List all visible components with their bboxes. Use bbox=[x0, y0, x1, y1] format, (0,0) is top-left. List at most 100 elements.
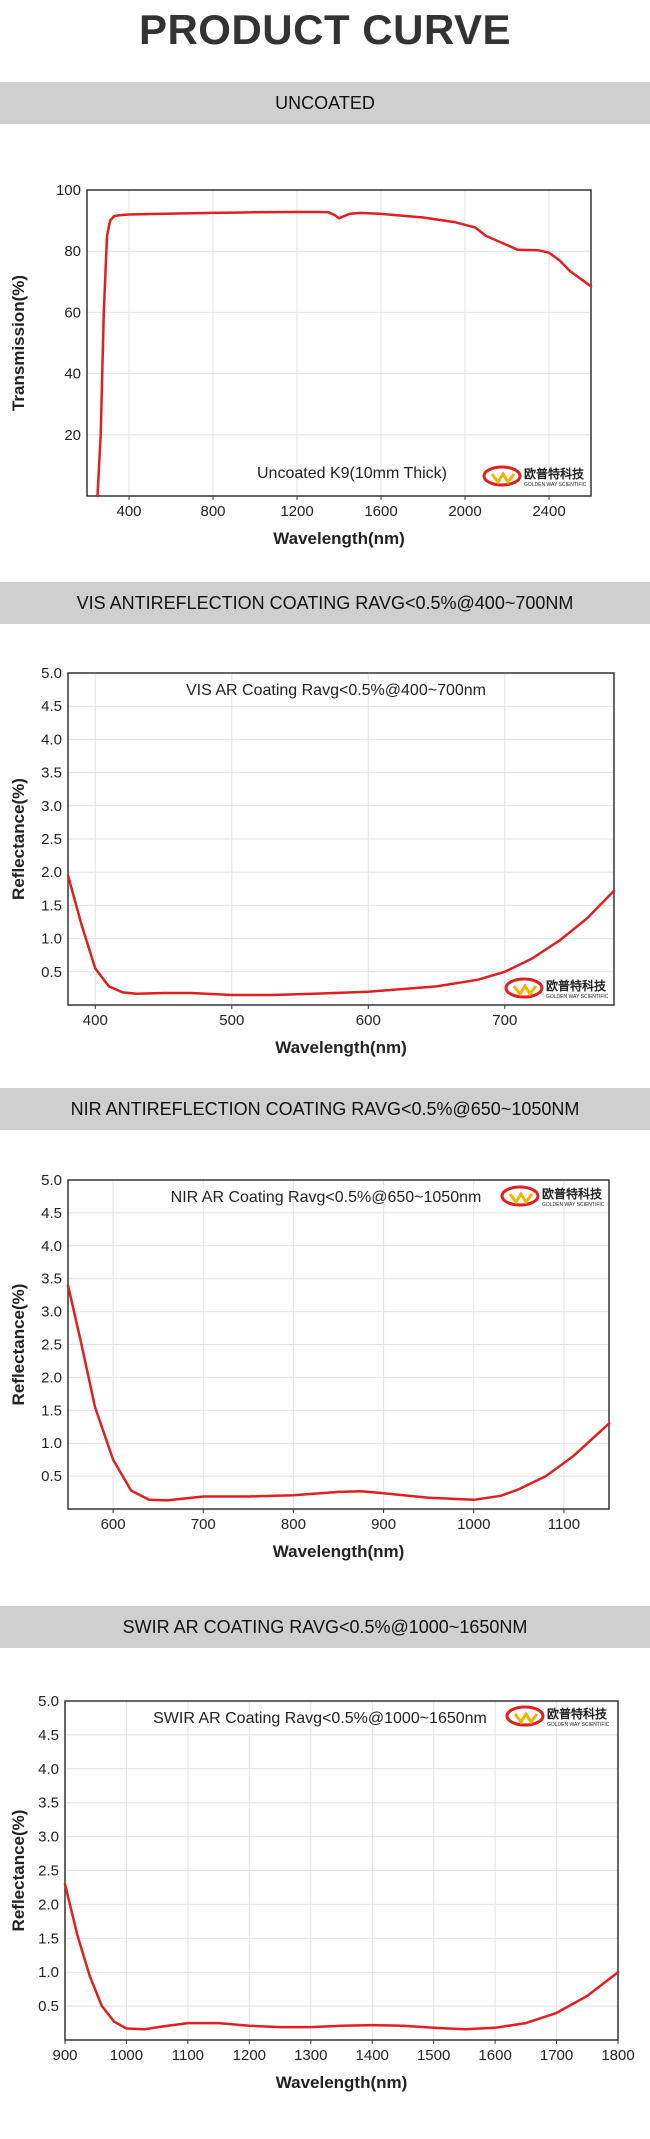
plot-frame bbox=[67, 672, 615, 1006]
y-tick-label: 60 bbox=[64, 304, 81, 321]
gridlines bbox=[68, 672, 614, 1005]
series-line bbox=[63, 1882, 620, 2031]
x-tick-label: 1200 bbox=[233, 2047, 266, 2064]
y-axis-label: Reflectance(%) bbox=[9, 1284, 28, 1406]
y-axis-label: Transmission(%) bbox=[9, 275, 28, 411]
y-tick-label: 1.0 bbox=[41, 1435, 62, 1452]
y-tick-label: 0.5 bbox=[38, 1998, 59, 2015]
y-tick-label: 1.0 bbox=[38, 1964, 59, 1981]
x-tick-label: 600 bbox=[356, 1012, 381, 1029]
chart-annotation: Uncoated K9(10mm Thick) bbox=[257, 465, 447, 482]
y-tick-label: 2.5 bbox=[41, 831, 62, 848]
y-tick-label: 3.5 bbox=[41, 765, 62, 782]
chart-nir-ar: 600 700 800 900 1000 1100 0.5 1.0 1.5 2.0 2.5 3.0 3.… bbox=[0, 1166, 650, 1586]
plot-frame bbox=[67, 1179, 610, 1510]
chart-svg: 400 500 600 700 0.5 1.0 1.5 2.0 2.5 3.0 3.5 4.0 4.5 5… bbox=[9, 665, 616, 1057]
chart-svg: 900 1000 1100 1200 1300 1400 1500 1600 1700 1800 0… bbox=[9, 1693, 635, 2092]
series-line bbox=[66, 874, 616, 997]
x-tick-label: 2400 bbox=[532, 503, 565, 520]
section-header-nir-ar: NIR ANTIREFLECTION COATING RAVG<0.5%@650… bbox=[0, 1088, 650, 1130]
logo-text: 欧普特科技 bbox=[542, 1186, 603, 1201]
x-axis-label: Wavelength(nm) bbox=[273, 1542, 405, 1561]
plot-frame bbox=[86, 189, 592, 497]
x-axis-label: Wavelength(nm) bbox=[276, 2073, 408, 2092]
chart-uncoated: 400 800 1200 1600 2000 2400 20 40 60 80 100 Wavelen… bbox=[0, 170, 650, 570]
x-axis-label: Wavelength(nm) bbox=[275, 1038, 407, 1057]
x-tick-label: 1100 bbox=[172, 2047, 204, 2064]
x-tick-label: 600 bbox=[101, 1516, 126, 1533]
logo-subtext: GOLDEN WAY SCIENTIFIC bbox=[542, 1202, 605, 1208]
gridlines bbox=[87, 189, 591, 496]
x-tick-label: 1700 bbox=[540, 2047, 573, 2064]
x-tick-label: 1600 bbox=[478, 2047, 511, 2064]
chart-annotation: SWIR AR Coating Ravg<0.5%@1000~1650nm bbox=[153, 1710, 487, 1727]
section-header-uncoated: UNCOATED bbox=[0, 82, 650, 124]
plot-frame bbox=[64, 1700, 619, 2041]
x-tick-label: 700 bbox=[191, 1516, 216, 1533]
x-tick-label: 1100 bbox=[548, 1516, 580, 1533]
logo-w-mark-icon bbox=[508, 1191, 534, 1205]
y-tick-label: 3.5 bbox=[41, 1271, 62, 1288]
logo-w-mark-icon bbox=[512, 983, 538, 997]
y-tick-label: 3.5 bbox=[38, 1795, 59, 1812]
y-tick-label: 40 bbox=[64, 366, 81, 383]
logo-text: 欧普特科技 bbox=[547, 1706, 608, 1721]
y-tick-label: 20 bbox=[64, 427, 81, 444]
x-tick-label: 2000 bbox=[448, 503, 481, 520]
x-tick-label: 1300 bbox=[294, 2047, 327, 2064]
y-tick-label: 3.0 bbox=[41, 798, 62, 815]
y-tick-label: 2.0 bbox=[41, 1369, 62, 1386]
section-header-vis-ar: VIS ANTIREFLECTION COATING RAVG<0.5%@400… bbox=[0, 582, 650, 624]
y-tick-label: 4.0 bbox=[41, 731, 62, 748]
y-tick-label: 4.0 bbox=[41, 1238, 62, 1255]
page-title: PRODUCT CURVE bbox=[138, 6, 512, 53]
x-tick-label: 400 bbox=[116, 503, 141, 520]
chart-svg: 600 700 800 900 1000 1100 0.5 1.0 1.5 2.0 2.5 3.0 3.… bbox=[9, 1172, 611, 1561]
x-axis-label: Wavelength(nm) bbox=[273, 529, 405, 548]
section-header-swir-ar: SWIR AR COATING RAVG<0.5%@1000~1650NM bbox=[0, 1606, 650, 1648]
x-tick-label: 1400 bbox=[356, 2047, 389, 2064]
logo-w-mark-icon bbox=[490, 471, 516, 485]
y-axis-label: Reflectance(%) bbox=[9, 778, 28, 900]
logo-subtext: GOLDEN WAY SCIENTIFIC bbox=[546, 994, 609, 1000]
x-tick-label: 800 bbox=[281, 1516, 306, 1533]
y-tick-label: 5.0 bbox=[41, 1172, 62, 1189]
chart-vis-ar: 400 500 600 700 0.5 1.0 1.5 2.0 2.5 3.0 3.5 4.0 4.5 5… bbox=[0, 660, 650, 1070]
y-tick-label: 2.5 bbox=[38, 1863, 59, 1880]
gridlines bbox=[68, 1179, 609, 1509]
y-tick-label: 5.0 bbox=[38, 1693, 59, 1710]
y-tick-label: 3.0 bbox=[41, 1304, 62, 1321]
chart-annotation: VIS AR Coating Ravg<0.5%@400~700nm bbox=[186, 682, 486, 699]
logo-emblem-icon bbox=[505, 1705, 545, 1727]
y-tick-label: 1.5 bbox=[41, 897, 62, 914]
logo-emblem-icon bbox=[500, 1185, 540, 1207]
x-tick-label: 1600 bbox=[364, 503, 397, 520]
x-tick-label: 1500 bbox=[417, 2047, 450, 2064]
y-tick-label: 4.5 bbox=[41, 1205, 62, 1222]
gridlines bbox=[64, 1700, 619, 2040]
y-tick-label: 4.5 bbox=[38, 1727, 59, 1744]
x-tick-label: 800 bbox=[200, 503, 225, 520]
y-tick-label: 3.0 bbox=[38, 1829, 59, 1846]
x-tick-label: 900 bbox=[52, 2047, 77, 2064]
y-tick-label: 2.0 bbox=[41, 864, 62, 881]
y-tick-label: 2.0 bbox=[38, 1896, 59, 1913]
x-tick-label: 400 bbox=[83, 1012, 108, 1029]
y-tick-label: 1.0 bbox=[41, 931, 62, 948]
y-tick-label: 4.0 bbox=[38, 1761, 59, 1778]
logo-text: 欧普特科技 bbox=[546, 978, 607, 993]
x-tick-label: 900 bbox=[371, 1516, 396, 1533]
y-tick-label: 2.5 bbox=[41, 1337, 62, 1354]
logo-subtext: GOLDEN WAY SCIENTIFIC bbox=[547, 1722, 610, 1728]
y-tick-label: 0.5 bbox=[41, 964, 62, 981]
logo-w-mark-icon bbox=[513, 1711, 539, 1725]
x-tick-label: 700 bbox=[492, 1012, 517, 1029]
y-tick-label: 100 bbox=[56, 182, 81, 199]
logo-text: 欧普特科技 bbox=[524, 466, 585, 481]
x-tick-label: 500 bbox=[219, 1012, 244, 1029]
y-axis-label: Reflectance(%) bbox=[9, 1810, 28, 1932]
chart-swir-ar: 900 1000 1100 1200 1300 1400 1500 1600 1700 1800 0… bbox=[0, 1684, 650, 2114]
